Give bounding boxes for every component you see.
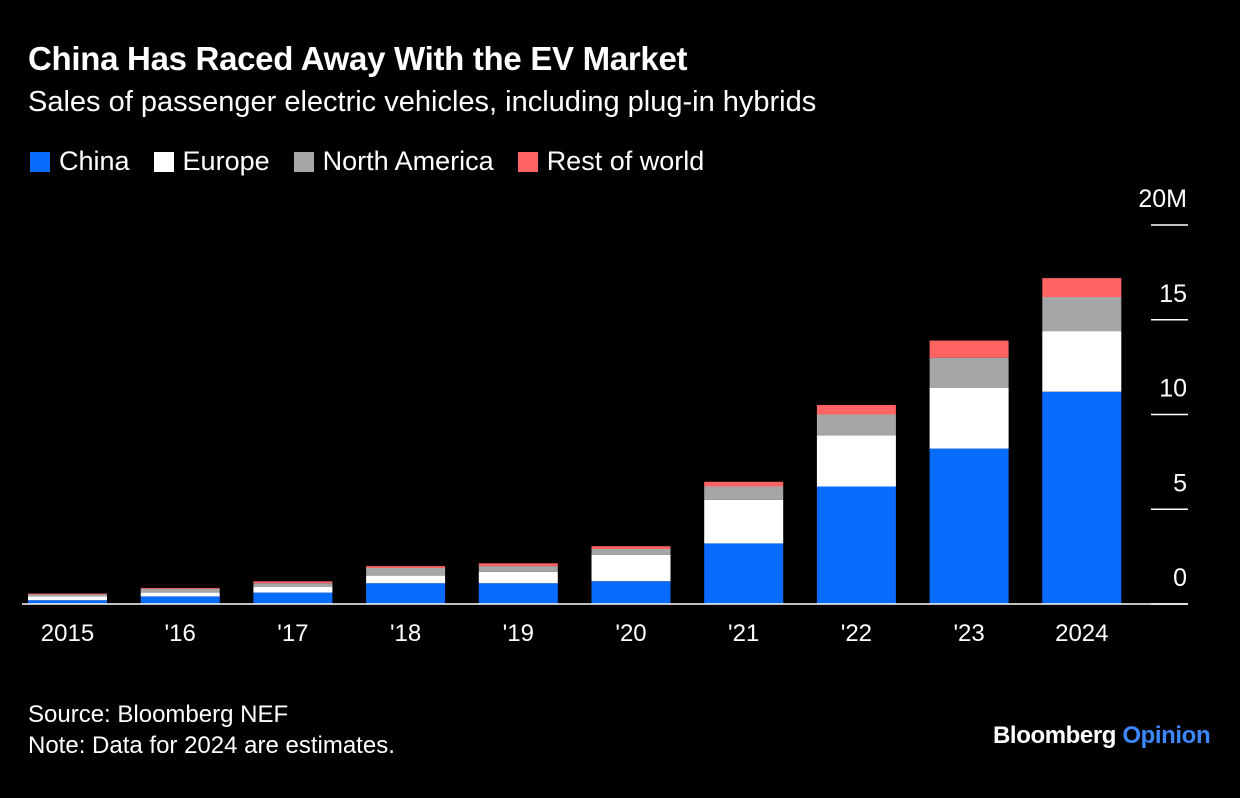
legend-label-china: China xyxy=(59,146,130,176)
estimate-note: Note: Data for 2024 are estimates. xyxy=(28,732,395,759)
bar-north-america-21 xyxy=(704,486,784,500)
bar-rest-of-world-17 xyxy=(253,581,333,584)
bar-north-america-23 xyxy=(929,357,1009,388)
y-tick-label: 10 xyxy=(1159,375,1187,403)
bar-europe-21 xyxy=(704,499,784,544)
x-tick-label: '21 xyxy=(728,620,759,647)
bar-rest-of-world-20 xyxy=(591,546,671,549)
bar-north-america-22 xyxy=(816,414,896,436)
bar-rest-of-world-18 xyxy=(366,566,446,568)
x-tick-label: '16 xyxy=(165,620,196,647)
bar-china-17 xyxy=(253,592,333,604)
bloomberg-opinion-logo: Bloomberg Opinion xyxy=(993,722,1211,750)
bar-rest-of-world-23 xyxy=(929,340,1009,358)
bar-europe-20 xyxy=(591,554,671,582)
legend-label-europe: Europe xyxy=(182,146,270,176)
bar-china-2024 xyxy=(1042,391,1122,604)
bar-europe-22 xyxy=(816,435,896,487)
legend-swatch-north-america xyxy=(293,151,314,172)
bar-rest-of-world-19 xyxy=(478,563,558,567)
bar-north-america-17 xyxy=(253,583,333,587)
x-tick-label: '20 xyxy=(615,620,646,647)
bar-europe-18 xyxy=(366,575,446,584)
bar-europe-2024 xyxy=(1042,331,1122,392)
legend-swatch-europe xyxy=(153,151,174,172)
bar-europe-19 xyxy=(478,571,558,584)
legend-item-china: China xyxy=(30,146,130,177)
chart-footer: Source: Bloomberg NEF Note: Data for 202… xyxy=(28,699,395,761)
bar-europe-16 xyxy=(140,592,220,597)
bar-rest-of-world-2024 xyxy=(1042,278,1122,298)
bar-north-america-18 xyxy=(366,568,446,576)
bar-china-19 xyxy=(478,583,558,604)
legend-item-europe: Europe xyxy=(153,146,270,177)
bar-rest-of-world-16 xyxy=(140,587,220,589)
y-tick-label: 15 xyxy=(1159,280,1187,308)
bar-china-20 xyxy=(591,581,671,604)
bar-north-america-19 xyxy=(478,566,558,572)
bar-rest-of-world-21 xyxy=(704,481,784,487)
legend-swatch-china xyxy=(30,151,50,172)
brand-section: Opinion xyxy=(1122,722,1211,749)
bar-europe-2015 xyxy=(28,596,107,601)
y-tick-label: 20M xyxy=(1138,185,1187,213)
bar-north-america-2015 xyxy=(28,594,107,597)
x-tick-label: 2024 xyxy=(1055,620,1108,647)
bar-china-22 xyxy=(816,486,896,604)
bar-china-21 xyxy=(704,543,784,604)
y-tick-label: 5 xyxy=(1173,469,1187,497)
legend-swatch-rest-of-world xyxy=(517,151,538,172)
x-tick-label: '17 xyxy=(277,620,308,647)
bar-china-16 xyxy=(140,596,220,604)
bar-europe-17 xyxy=(253,586,333,593)
bar-rest-of-world-22 xyxy=(816,405,896,415)
x-tick-label: '18 xyxy=(390,620,421,647)
bar-north-america-2024 xyxy=(1042,297,1122,332)
bar-north-america-16 xyxy=(140,588,220,593)
x-tick-label: '23 xyxy=(953,620,984,647)
chart-subtitle: Sales of passenger electric vehicles, in… xyxy=(28,86,817,118)
y-tick-label: 0 xyxy=(1173,564,1187,592)
x-tick-label: 2015 xyxy=(41,620,94,647)
bar-rest-of-world-2015 xyxy=(28,593,107,595)
bar-china-2015 xyxy=(28,600,107,604)
brand-name: Bloomberg xyxy=(993,722,1117,749)
bar-europe-23 xyxy=(929,388,1009,449)
legend-item-rest-of-world: Rest of world xyxy=(517,146,705,177)
chart-title: China Has Raced Away With the EV Market xyxy=(28,40,688,77)
chart-legend: China Europe North America Rest of world xyxy=(30,146,728,177)
x-tick-label: '22 xyxy=(841,620,872,647)
x-tick-label: '19 xyxy=(503,620,534,647)
bar-north-america-20 xyxy=(591,549,671,555)
source-note: Source: Bloomberg NEF xyxy=(28,701,289,728)
bar-china-18 xyxy=(366,583,446,604)
legend-label-rest-of-world: Rest of world xyxy=(546,146,705,176)
legend-label-north-america: North America xyxy=(322,146,494,176)
legend-item-north-america: North America xyxy=(293,146,494,177)
bar-china-23 xyxy=(929,448,1009,604)
